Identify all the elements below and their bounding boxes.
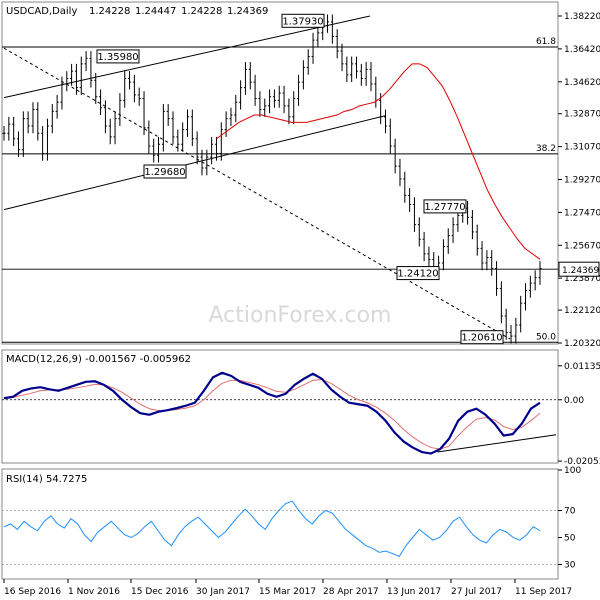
x-tick-label: 15 Mar 2017 (259, 587, 316, 597)
macd-tick-label: -0.020531 (564, 457, 600, 467)
rsi-layer: 100 70 50 30 (2, 466, 581, 571)
x-tick-label: 1 Nov 2016 (68, 587, 120, 597)
macd-panel-frame (1, 349, 559, 464)
price-tick-label: 1.31070 (564, 143, 600, 153)
macd-signal-line (3, 378, 541, 450)
x-tick-label: 28 Apr 2017 (323, 587, 379, 597)
annotation-box-2 (143, 164, 187, 179)
annotation-label-5: 1.20610 (461, 333, 502, 344)
rsi-tick-label: 70 (564, 507, 576, 517)
macd-trendline (437, 434, 557, 453)
dotted-trendline (3, 47, 511, 340)
rsi-tick-label: 30 (564, 561, 576, 571)
annotation-label-4: 1.24120 (397, 269, 438, 280)
price-lines (2, 14, 542, 344)
current-price-label: 1.24369 (562, 266, 599, 276)
price-tick-label: 1.32870 (564, 110, 600, 120)
current-price-box (558, 261, 600, 277)
price-tick-label: 1.27470 (564, 208, 600, 218)
fib-label-0: 61.8 (536, 37, 556, 47)
price-tick-label: 1.36420 (564, 45, 600, 55)
price-tick-label: 1.25670 (564, 241, 600, 251)
price-axis: 1.38220 1.36420 1.34620 1.32870 1.31070 1.292… (558, 12, 600, 349)
price-levels: 61.8 38.2 50.0 (2, 37, 558, 343)
ohlc-high: 1.24447 (135, 6, 176, 17)
rsi-panel-frame (1, 468, 559, 580)
price-annotations: 1.37930 1.35980 1.29680 1.27770 1.24120 1.206… (96, 13, 504, 345)
price-panel-frame (1, 1, 559, 345)
rsi-label: RSI(14) 54.7275 (6, 474, 87, 485)
annotation-box-5 (460, 330, 504, 345)
x-tick-label: 11 Sep 2017 (515, 587, 572, 597)
price-tick-label: 1.22120 (564, 306, 600, 316)
channel-lower-line (3, 115, 386, 211)
price-tick-label: 1.20320 (564, 339, 600, 349)
title-box (3, 3, 203, 17)
annotation-box-4 (396, 266, 440, 281)
rsi-line (3, 500, 541, 558)
chart-title: USDCAD,Daily (6, 6, 77, 17)
annotation-label-3: 1.27770 (424, 202, 465, 213)
x-tick-label: 13 Jun 2017 (387, 587, 441, 597)
x-tick-label: 27 Jul 2017 (451, 587, 502, 597)
macd-tick-label: 0.00 (564, 396, 584, 406)
ohlc-close: 1.24369 (227, 6, 268, 17)
ohlc-low: 1.24228 (181, 6, 222, 17)
macd-layer: 0.011355 0.00 -0.020531 (2, 362, 600, 467)
price-tick-label: 1.29270 (564, 176, 600, 186)
fib-label-2: 50.0 (536, 332, 556, 342)
annotation-label-0: 1.37930 (282, 16, 323, 27)
rsi-tick-label: 100 (564, 466, 581, 476)
x-tick-label: 16 Sep 2016 (4, 587, 61, 597)
ma-line (216, 63, 541, 260)
x-tick-label: 15 Dec 2016 (131, 587, 189, 597)
price-tick-label: 1.38220 (564, 12, 600, 22)
x-axis: 16 Sep 2016 1 Nov 2016 15 Dec 2016 30 Jan 2… (3, 579, 572, 597)
channel-upper-line (3, 15, 371, 99)
macd-line (3, 371, 541, 455)
ohlc-open: 1.24228 (89, 6, 130, 17)
rsi-tick-label: 50 (564, 534, 576, 544)
macd-tick-label: 0.011355 (564, 362, 600, 372)
fib-label-1: 38.2 (536, 144, 556, 154)
price-tick-label: 1.34620 (564, 78, 600, 88)
annotation-box-1 (96, 49, 140, 64)
annotation-box-3 (423, 199, 467, 214)
macd-label: MACD(12,26,9) -0.001567 -0.005962 (6, 354, 191, 365)
x-tick-label: 30 Jan 2017 (196, 587, 250, 597)
annotation-label-2: 1.29680 (144, 167, 185, 178)
watermark: ActionForex.com (209, 303, 392, 328)
price-tick-label: 1.23870 (564, 274, 600, 284)
annotation-box-0 (281, 13, 325, 28)
annotation-label-1: 1.35980 (97, 52, 138, 63)
